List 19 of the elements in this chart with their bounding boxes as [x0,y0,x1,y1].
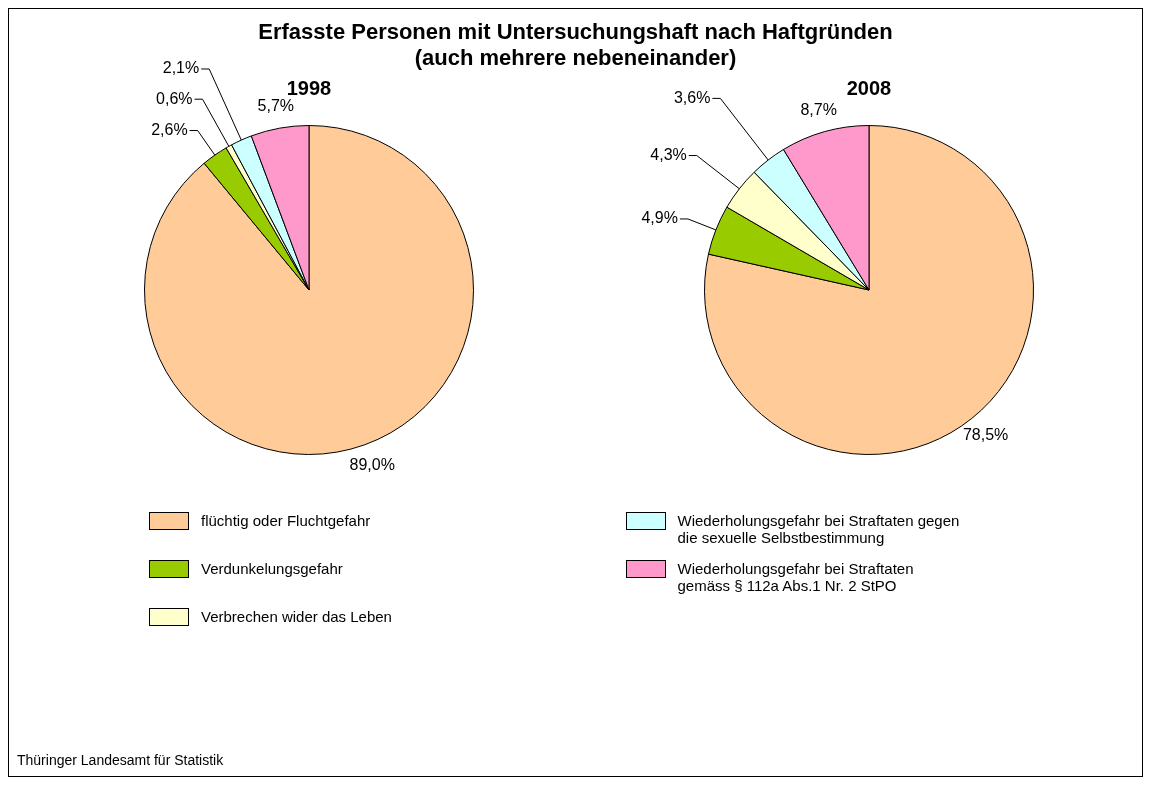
data-label: 5,7% [257,96,295,114]
legend-label: Wiederholungsgefahr bei Straftaten gegen die sexuelle Selbstbestimmung [677,512,961,546]
legend-label: flüchtig oder Fluchtgefahr [201,512,371,529]
legend-label: Wiederholungsgefahr bei Straftaten gemäss § 112a Abs.1 Nr. 2 StPO [677,560,915,594]
legend-label: Verbrechen wider das Leben [201,608,392,625]
data-label: 4,9% [641,209,678,227]
data-label: 3,6% [673,88,711,106]
legend-label: Verdunkelungsgefahr [201,560,343,577]
data-label: 78,5% [962,425,1009,443]
data-label: 89,0% [349,455,395,473]
chart-title: Erfasste Personen mit Untersuchungshaft nach Haftgründen (auch mehrere nebeneinander) [258,19,893,70]
text: 1998 [286,77,332,99]
data-label: 8,7% [800,100,837,118]
text: Thüringer Landesamt für Statistik [17,752,224,768]
data-label: 2,1% [162,59,200,77]
data-label: 0,6% [156,89,193,107]
data-label: 2,6% [151,120,188,138]
data-label: 4,3% [650,145,687,163]
chart-subtitle: 2008 [846,77,892,99]
